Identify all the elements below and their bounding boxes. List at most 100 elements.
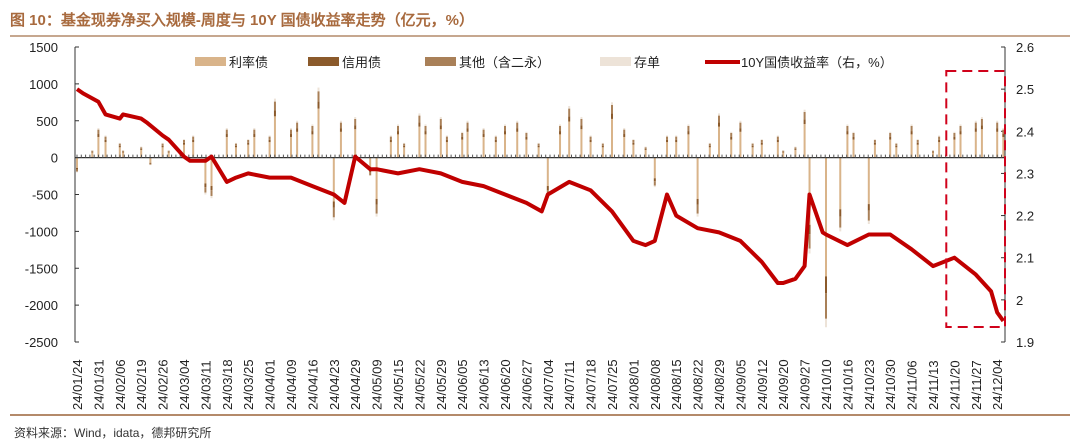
bar-信用债 <box>273 110 276 117</box>
bar-其他（含二永） <box>916 139 919 143</box>
bar-利率债 <box>696 157 699 199</box>
bar-存单 <box>589 135 592 137</box>
bar-其他（含二永） <box>953 132 956 137</box>
bar-利率债 <box>760 144 763 158</box>
bar-存单 <box>910 124 913 126</box>
bar-信用债 <box>418 122 421 127</box>
bar-信用债 <box>873 142 876 145</box>
bar-信用债 <box>210 186 213 191</box>
legend-label: 其他（含二永） <box>459 55 550 70</box>
bar-信用债 <box>354 125 357 130</box>
bar-存单 <box>296 120 299 123</box>
right-tick-label: 2.6 <box>1016 40 1034 55</box>
yield-line <box>75 87 1005 323</box>
bar-利率债 <box>852 139 855 158</box>
bar-利率债 <box>104 142 107 158</box>
bar-存单 <box>268 135 271 137</box>
x-tick-label: 24/04/09 <box>284 359 299 410</box>
bar-其他（含二永） <box>559 125 562 132</box>
bar-存单 <box>718 113 720 116</box>
bar-信用债 <box>910 131 913 135</box>
left-tick-label: 1000 <box>29 77 58 92</box>
bar-存单 <box>140 146 143 148</box>
bar-信用债 <box>653 178 656 182</box>
bar-存单 <box>666 135 669 137</box>
bar-利率债 <box>895 147 898 158</box>
x-tick-label: 24/04/01 <box>263 359 278 410</box>
bar-存单 <box>730 131 733 133</box>
bar-信用债 <box>461 136 464 140</box>
legend: 利率债 信用债 其他（含二永） 存单 10Y国债收益率（右，%） <box>195 55 893 70</box>
bar-利率债 <box>140 149 143 158</box>
bar-信用债 <box>494 139 497 143</box>
bar-存单 <box>104 135 107 137</box>
bar-其他（含二永） <box>910 125 913 132</box>
bar-信用债 <box>718 122 720 127</box>
x-tick-label: 24/04/29 <box>348 359 363 410</box>
bar-其他（含二永） <box>339 122 342 129</box>
bar-信用债 <box>794 148 797 150</box>
bar-其他（含二永） <box>889 132 892 137</box>
bar-利率债 <box>959 134 962 158</box>
bar-利率债 <box>580 129 583 158</box>
bar-存单 <box>568 106 571 109</box>
bar-信用债 <box>167 151 170 153</box>
bar-存单 <box>601 142 604 144</box>
bar-信用债 <box>192 139 195 143</box>
left-tick-label: 1500 <box>29 40 58 55</box>
bar-利率债 <box>290 136 292 158</box>
left-tick-label: -2000 <box>25 298 58 313</box>
bar-利率债 <box>369 157 372 171</box>
x-tick-label: 24/06/05 <box>455 359 470 410</box>
bar-信用债 <box>149 162 152 164</box>
bar-存单 <box>537 142 540 144</box>
bar-存单 <box>210 195 213 199</box>
bar-利率债 <box>339 131 342 158</box>
bar-利率债 <box>846 134 849 158</box>
bar-信用债 <box>803 119 806 125</box>
bar-存单 <box>247 139 250 140</box>
bar-存单 <box>225 128 228 130</box>
bar-利率债 <box>974 131 977 158</box>
bar-利率债 <box>118 147 121 158</box>
bar-信用债 <box>611 113 613 119</box>
x-tick-label: 24/01/31 <box>91 359 106 410</box>
x-tick-label: 24/05/09 <box>370 359 385 410</box>
bar-信用债 <box>76 167 78 170</box>
x-tick-label: 24/03/11 <box>198 360 213 410</box>
bar-信用债 <box>687 131 690 135</box>
bar-利率债 <box>782 152 785 158</box>
x-tick-label: 24/09/20 <box>776 359 791 410</box>
bar-利率债 <box>183 144 185 158</box>
bar-存单 <box>644 146 647 148</box>
bar-存单 <box>852 131 855 133</box>
bar-信用债 <box>537 145 540 148</box>
bar-存单 <box>611 102 613 105</box>
bar-存单 <box>445 135 448 137</box>
bar-存单 <box>118 142 121 144</box>
bar-利率债 <box>873 144 876 158</box>
bar-利率债 <box>253 136 256 158</box>
bar-信用债 <box>959 131 962 135</box>
bar-其他（含二永） <box>140 147 143 149</box>
legend-swatch <box>195 57 226 66</box>
bar-利率债 <box>466 131 469 158</box>
bar-存单 <box>418 113 421 116</box>
bar-存单 <box>996 120 999 123</box>
bar-存单 <box>192 135 195 137</box>
bar-利率债 <box>589 142 592 158</box>
bar-其他（含二永） <box>932 150 934 152</box>
x-tick-label: 24/10/16 <box>840 359 855 410</box>
bar-信用债 <box>317 101 320 109</box>
bar-其他（含二永） <box>568 108 571 117</box>
bar-其他（含二永） <box>268 136 271 140</box>
bar-其他（含二永） <box>980 118 983 126</box>
bar-其他（含二永） <box>482 129 485 135</box>
bar-其他（含二永） <box>234 143 237 146</box>
bar-存单 <box>889 131 892 133</box>
bar-信用债 <box>161 145 164 148</box>
x-tick-label: 24/07/04 <box>541 359 556 410</box>
x-tick-label: 24/07/11 <box>562 360 577 410</box>
bar-存单 <box>959 124 962 126</box>
